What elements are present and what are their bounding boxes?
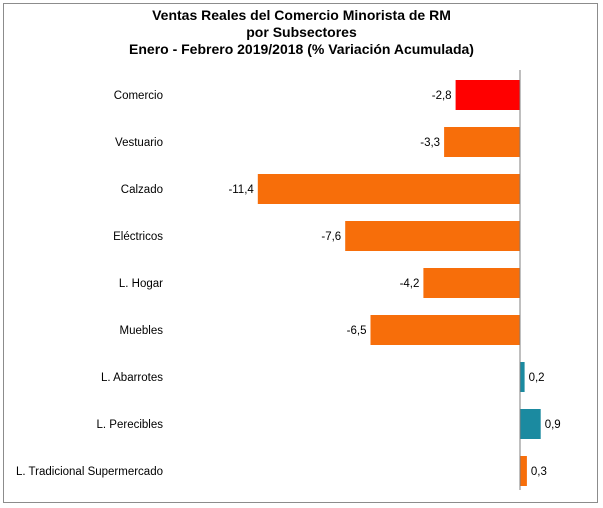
category-label-8: L. Tradicional Supermercado xyxy=(16,466,163,478)
chart-title-line-1: Ventas Reales del Comercio Minorista de … xyxy=(152,7,451,23)
value-label-0: -2,8 xyxy=(432,90,452,102)
category-label-7: L. Perecibles xyxy=(97,419,164,431)
category-label-5: Muebles xyxy=(120,325,164,337)
bars-layer xyxy=(257,80,541,486)
category-label-2: Calzado xyxy=(121,184,163,196)
value-label-7: 0,9 xyxy=(545,419,561,431)
value-label-8: 0,3 xyxy=(531,466,547,478)
value-label-4: -4,2 xyxy=(400,278,420,290)
value-label-5: -6,5 xyxy=(347,325,367,337)
category-label-6: L. Abarrotes xyxy=(101,372,163,384)
chart-title: Ventas Reales del Comercio Minorista de … xyxy=(0,7,603,58)
value-label-1: -3,3 xyxy=(420,137,440,149)
value-label-3: -7,6 xyxy=(321,231,341,243)
bar-6 xyxy=(520,362,525,392)
bar-1 xyxy=(444,127,520,157)
bar-5 xyxy=(370,315,520,345)
bar-3 xyxy=(345,221,520,251)
value-label-2: -11,4 xyxy=(228,184,254,196)
category-label-0: Comercio xyxy=(114,90,163,102)
category-label-1: Vestuario xyxy=(115,137,163,149)
chart-title-line-3: Enero - Febrero 2019/2018 (% Variación A… xyxy=(129,41,474,57)
category-label-3: Eléctricos xyxy=(113,231,163,243)
labels-layer: Comercio -2,8 Vestuario -3,3 Calzado -11,4 Elé… xyxy=(16,90,561,478)
chart-title-line-2: por Subsectores xyxy=(246,24,357,40)
bar-2 xyxy=(257,174,520,204)
bar-8 xyxy=(520,456,527,486)
bar-0 xyxy=(455,80,520,110)
bar-7 xyxy=(520,409,541,439)
value-label-6: 0,2 xyxy=(529,372,545,384)
category-label-4: L. Hogar xyxy=(119,278,163,290)
bar-4 xyxy=(423,268,520,298)
